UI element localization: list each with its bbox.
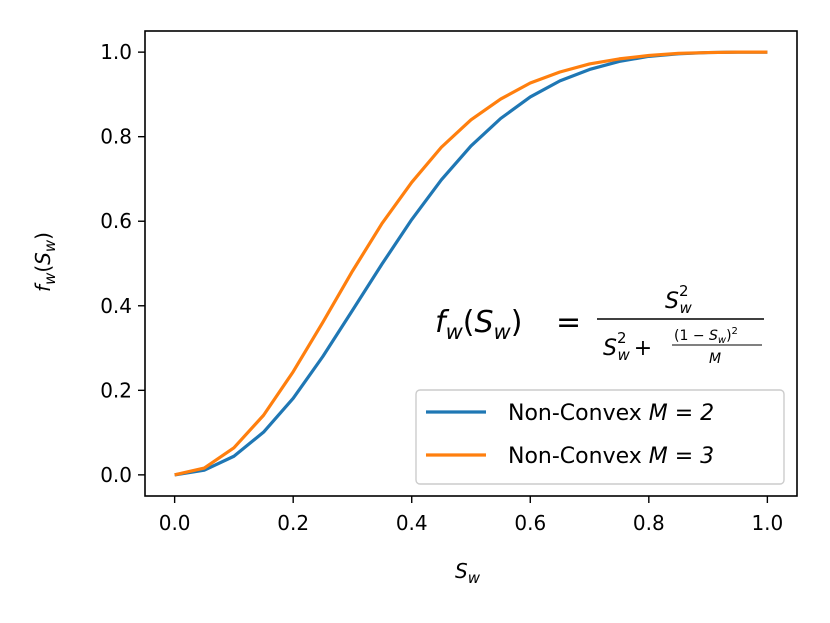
x-tick-label: 0.2 [277, 511, 309, 535]
y-tick-label: 0.0 [100, 463, 132, 487]
legend-box [415, 389, 785, 485]
legend-label-m2-param: M = 2 [649, 401, 714, 426]
x-axis-ticks: 0.0 0.2 0.4 0.6 0.8 1.0 [159, 496, 783, 535]
x-tick-label: 0.8 [633, 511, 665, 535]
x-tick-label: 1.0 [751, 511, 783, 535]
y-tick-label: 0.6 [100, 209, 132, 233]
formula-lhs-S: S [474, 305, 493, 340]
legend-label-m2-name: Non-Convex [508, 401, 642, 426]
x-axis-label: Sw [455, 559, 481, 587]
y-tick-label: 0.8 [100, 125, 132, 149]
formula-lhs-f-sub: w [446, 320, 464, 344]
formula-lhs-close: ) [511, 305, 523, 340]
legend-label-m3-param: M = 3 [649, 444, 714, 469]
x-tick-label: 0.6 [514, 511, 546, 535]
svg-text:fw(Sw): fw(Sw) [31, 232, 59, 292]
formula-den-plus: + [634, 336, 652, 361]
formula-den-sup: 2 [617, 329, 627, 347]
legend-label-m3-name: Non-Convex [508, 444, 642, 469]
formula-equals: = [556, 305, 581, 340]
formula-num-sup: 2 [679, 282, 689, 300]
plot-frame [144, 30, 798, 497]
formula-num-sub: w [680, 299, 693, 317]
formula-den-S: S [603, 336, 617, 361]
formula-inner-denominator: M [709, 351, 721, 367]
formula-inner-numerator: (1 − Sw)2 [674, 326, 738, 346]
formula-lhs-S-sub: w [494, 320, 512, 344]
legend: Non-Convex M = 2 Non-Convex M = 3 [415, 389, 785, 485]
series-layer [174, 50, 768, 477]
formula-num-S: S [665, 289, 679, 314]
y-axis-ticks: 0.0 0.2 0.4 0.6 0.8 1.0 [100, 40, 145, 487]
formula-denominator: S2 w + [603, 329, 652, 364]
y-axis-label-open: ( [31, 265, 55, 273]
y-axis-label-close: ) [31, 232, 55, 240]
series-line-1 [174, 50, 768, 477]
formula-den-sub: w [618, 346, 631, 364]
x-axis-label-main: S [455, 559, 468, 583]
legend-label-m3: Non-Convex M = 3 [508, 444, 714, 469]
y-axis-label-S: S [31, 252, 55, 265]
formula-inner-open: (1 − [674, 328, 709, 344]
formula-annotation: fw(Sw) = S2 w S2 w + (1 − Sw)2 M [435, 282, 764, 367]
x-tick-label: 0.0 [159, 511, 191, 535]
x-tick-label: 0.4 [396, 511, 428, 535]
x-axis-label-sub: w [468, 569, 481, 587]
formula-lhs-open: ( [463, 305, 475, 340]
y-tick-label: 0.4 [100, 294, 132, 318]
y-axis-label-f: f [31, 282, 55, 292]
formula-inner-sub: w [718, 335, 727, 346]
y-tick-label: 1.0 [100, 40, 132, 64]
formula-lhs: fw(Sw) [435, 305, 522, 344]
y-tick-label: 0.2 [100, 378, 132, 402]
formula-inner-sup: 2 [732, 326, 738, 337]
y-axis-label-f-sub: w [41, 272, 59, 285]
formula-inner-close: ) [726, 328, 731, 344]
legend-label-m2: Non-Convex M = 2 [508, 401, 714, 426]
formula-inner-S: S [709, 328, 718, 344]
formula-numerator: S2 w [665, 282, 693, 317]
y-axis-label: fw(Sw) [31, 232, 59, 292]
y-axis-label-S-sub: w [41, 239, 59, 252]
